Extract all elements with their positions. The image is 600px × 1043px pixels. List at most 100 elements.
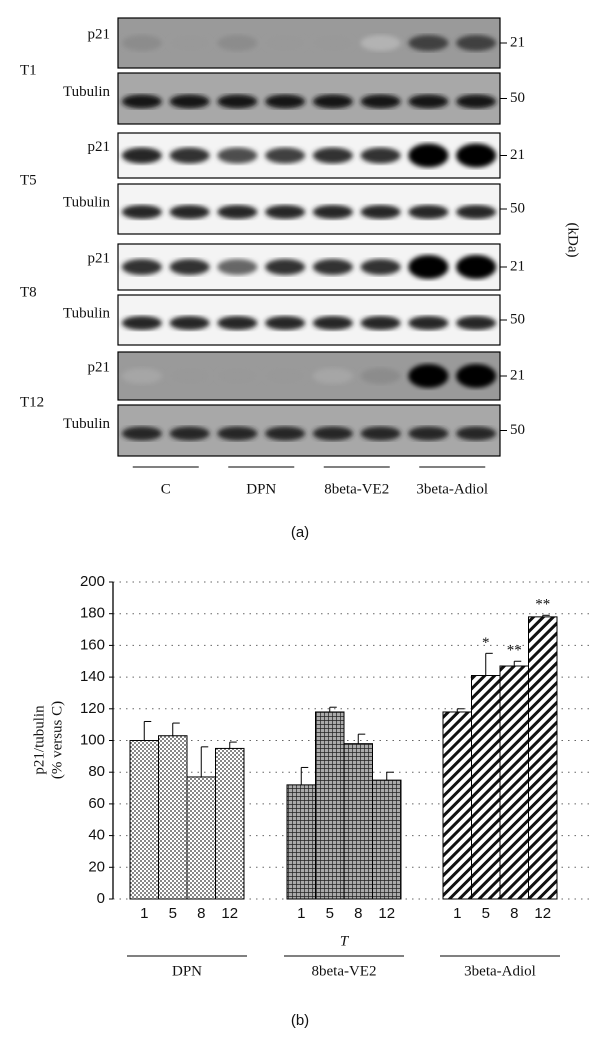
group-label: 3beta-Adiol — [416, 481, 488, 497]
bar — [215, 747, 245, 900]
band — [217, 147, 258, 164]
band — [408, 316, 449, 330]
band — [169, 316, 210, 330]
band — [121, 205, 162, 219]
protein-label: Tubulin — [63, 194, 110, 210]
band — [360, 426, 401, 441]
x-tick-label: 1 — [140, 905, 148, 922]
band — [121, 368, 162, 384]
bar — [129, 740, 159, 900]
band — [265, 368, 306, 384]
band — [456, 143, 497, 168]
kda-label: 21 — [510, 34, 525, 50]
kda-label: 21 — [510, 367, 525, 383]
band — [121, 35, 162, 51]
band — [408, 255, 449, 279]
band — [456, 35, 497, 51]
band — [456, 316, 497, 330]
band — [456, 255, 497, 279]
kda-label: 50 — [510, 90, 525, 106]
band — [265, 147, 306, 164]
time-label: T5 — [20, 172, 37, 188]
x-tick-label: 12 — [378, 905, 395, 922]
bar — [528, 616, 558, 900]
group-label: DPN — [246, 481, 276, 497]
kda-label: 50 — [510, 422, 525, 438]
bar — [499, 665, 529, 900]
band — [360, 368, 401, 384]
band — [360, 259, 401, 275]
band — [217, 35, 258, 51]
protein-label: p21 — [88, 26, 111, 42]
y-tick-label: 200 — [80, 573, 105, 590]
y-label: p21/tubulin — [31, 705, 47, 775]
band — [312, 147, 353, 164]
time-label: T8 — [20, 284, 37, 300]
caption: (b) — [291, 1012, 309, 1029]
band — [408, 94, 449, 109]
kda-label: 21 — [510, 258, 525, 274]
y-tick-label: 140 — [80, 668, 105, 685]
x-tick-label: 8 — [354, 905, 362, 922]
y-tick-label: 180 — [80, 605, 105, 622]
y-tick-label: 20 — [88, 858, 105, 875]
band — [456, 94, 497, 109]
panel-a: T1 p21 21 Tubulin 50 T5 p21 21 Tubulin 50 T8 p21 21 T… — [20, 17, 581, 541]
group-label: 8beta-VE2 — [324, 481, 389, 497]
band — [456, 205, 497, 219]
band — [121, 259, 162, 275]
band — [312, 94, 353, 109]
band — [312, 205, 353, 219]
y-tick-label: 100 — [80, 731, 105, 748]
band — [456, 426, 497, 441]
bar — [315, 711, 345, 900]
band — [169, 94, 210, 109]
band — [360, 35, 401, 51]
band — [121, 426, 162, 441]
bar — [158, 735, 188, 900]
band — [408, 205, 449, 219]
x-tick-label: 8 — [197, 905, 205, 922]
band — [121, 94, 162, 109]
y-tick-label: 160 — [80, 636, 105, 653]
x-tick-label: 5 — [482, 905, 490, 922]
band — [360, 147, 401, 164]
band — [360, 205, 401, 219]
y-tick-label: 0 — [97, 890, 105, 907]
band — [217, 94, 258, 109]
group-label: 8beta-VE2 — [312, 963, 377, 979]
y-tick-label: 40 — [88, 827, 105, 844]
bar — [442, 711, 472, 900]
band — [265, 426, 306, 441]
band — [169, 426, 210, 441]
protein-label: Tubulin — [63, 305, 110, 321]
y-tick-label: 60 — [88, 795, 105, 812]
bar — [343, 743, 373, 900]
band — [121, 147, 162, 164]
band — [169, 147, 210, 164]
x-tick-label: 12 — [221, 905, 238, 922]
band — [360, 316, 401, 330]
band — [121, 316, 162, 330]
group-label: DPN — [172, 963, 202, 979]
time-label: T12 — [20, 394, 44, 410]
bar — [471, 675, 501, 900]
band — [265, 205, 306, 219]
x-tick-label: 1 — [297, 905, 305, 922]
caption: (a) — [291, 524, 309, 541]
band — [408, 426, 449, 441]
group-label: C — [161, 481, 171, 497]
kda-label: 21 — [510, 147, 525, 163]
band — [312, 426, 353, 441]
band — [217, 316, 258, 330]
time-label: T1 — [20, 62, 37, 78]
band — [169, 259, 210, 275]
band — [265, 259, 306, 275]
x-tick-label: 8 — [510, 905, 518, 922]
bar — [186, 776, 216, 900]
band — [217, 205, 258, 219]
y-tick-label: 80 — [88, 763, 105, 780]
protein-label: p21 — [88, 359, 111, 375]
band — [169, 205, 210, 219]
